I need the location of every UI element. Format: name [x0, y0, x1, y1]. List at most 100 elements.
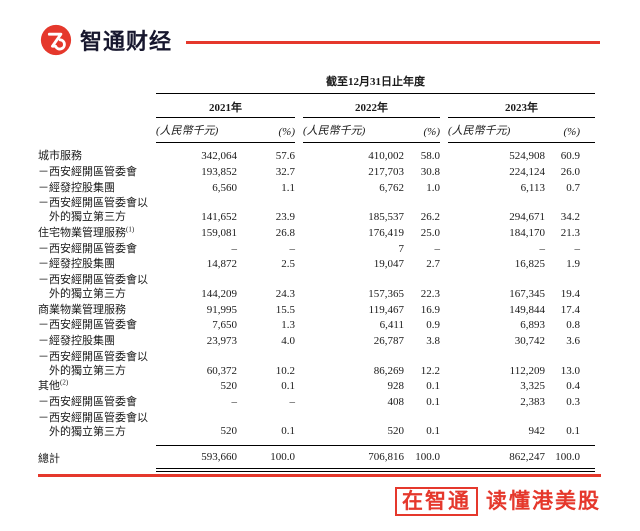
header-divider	[186, 40, 600, 44]
cell-value: –	[539, 242, 546, 255]
table-row: －西安經開區管委會 – – 7 – – –	[38, 242, 595, 258]
column-spacer	[580, 411, 595, 446]
cell-value: 0.1	[281, 425, 295, 437]
row-label: －西安經開區管委會	[38, 319, 137, 332]
cell-value: 593,660	[156, 444, 237, 472]
label-column-spacer	[38, 118, 156, 143]
cell-value: 2.7	[426, 258, 440, 271]
cell-value: 26.2	[420, 211, 440, 223]
column-spacer	[295, 118, 303, 143]
cell-value: 10.2	[275, 364, 295, 377]
cell-value: 706,816	[303, 444, 404, 472]
column-spacer	[440, 334, 448, 350]
cell-value: 19,047	[373, 258, 404, 271]
cell-value: 26.0	[560, 165, 580, 178]
cell-value: 57.6	[275, 150, 295, 162]
cell-value: 30,742	[514, 335, 545, 347]
row-label: 總計	[38, 452, 60, 465]
year-header-2022: 2022年	[303, 93, 440, 118]
cell-value: 167,345	[509, 287, 545, 300]
cell-value: 2.5	[281, 258, 295, 271]
cell-value: 0.8	[566, 319, 580, 332]
cell-value: 1.9	[566, 258, 580, 271]
footnote-marker: (2)	[60, 378, 69, 387]
column-spacer	[580, 181, 595, 197]
column-spacer	[295, 379, 303, 395]
row-label: －西安經開區管委會以外的獨立第三方	[38, 350, 148, 377]
column-spacer	[580, 226, 595, 242]
cell-value: 25.0	[420, 226, 440, 239]
cell-value: 149,844	[509, 303, 545, 316]
cell-value: 157,365	[368, 287, 404, 300]
column-spacer	[295, 444, 303, 472]
column-spacer	[580, 318, 595, 334]
brand-header: 智通财经	[0, 0, 640, 56]
percent-header: (%)	[545, 117, 595, 143]
column-spacer	[440, 303, 448, 319]
slogan: 在智通 读懂港美股	[38, 485, 601, 517]
column-spacer	[440, 196, 448, 226]
row-label: －西安經開區管委會以外的獨立第三方	[38, 274, 148, 300]
column-spacer	[580, 257, 595, 273]
cell-value: 23.9	[275, 211, 295, 223]
cell-value: 193,852	[201, 165, 237, 178]
column-spacer	[295, 273, 303, 303]
cell-value: 86,269	[373, 364, 404, 377]
cell-value: 520	[220, 380, 238, 393]
column-spacer	[580, 350, 595, 380]
table-row: －西安經開區管委會 7,650 1.3 6,411 0.9 6,893 0.8	[38, 318, 595, 334]
table-total-row: 總計 593,660 100.0 706,816 100.0 862,247 100.0	[38, 444, 595, 472]
cell-value: 22.3	[420, 287, 440, 300]
cell-value: 159,081	[201, 226, 237, 239]
cell-value: 32.7	[275, 165, 295, 178]
cell-value: 185,537	[368, 211, 404, 223]
financial-table: 截至12月31日止年度 2021年 2022年 2023年 (人民幣千元) (%…	[38, 72, 595, 472]
cell-value: 14,872	[206, 258, 237, 271]
column-spacer	[295, 165, 303, 181]
cell-value: 0.3	[566, 396, 580, 408]
unit-header: (人民幣千元)	[156, 117, 237, 143]
table-row: －西安經開區管委會 – – 408 0.1 2,383 0.3	[38, 395, 595, 411]
column-spacer	[295, 334, 303, 350]
unit-header: (人民幣千元)	[448, 117, 545, 143]
table-period-header: 截至12月31日止年度	[156, 72, 595, 94]
table-row: －經發控股集團 6,560 1.1 6,762 1.0 6,113 0.7	[38, 181, 595, 197]
column-spacer	[440, 318, 448, 334]
table-row: －經發控股集團 14,872 2.5 19,047 2.7 16,825 1.9	[38, 257, 595, 273]
cell-value: 21.3	[560, 226, 580, 239]
brand-logo: 智通财经	[40, 24, 172, 56]
cell-value: 7	[398, 242, 405, 255]
cell-value: 176,419	[368, 226, 404, 239]
column-spacer	[580, 379, 595, 395]
cell-value: 217,703	[368, 165, 404, 178]
column-spacer	[295, 257, 303, 273]
cell-value: 3.8	[426, 335, 440, 347]
cell-value: 58.0	[420, 150, 440, 162]
column-spacer	[440, 181, 448, 197]
column-spacer	[440, 273, 448, 303]
column-spacer	[440, 257, 448, 273]
column-spacer	[580, 303, 595, 319]
cell-value: 112,209	[509, 364, 545, 377]
column-spacer	[580, 196, 595, 226]
cell-value: 862,247	[448, 444, 545, 472]
cell-value: 4.0	[281, 335, 295, 347]
cell-value: 141,652	[201, 211, 237, 223]
row-label: －經發控股集團	[38, 258, 115, 271]
column-spacer	[440, 444, 448, 472]
footer-divider	[38, 474, 601, 477]
cell-value: 60.9	[560, 150, 580, 162]
column-spacer	[295, 411, 303, 446]
row-label: 住宅物業管理服務(1)	[38, 225, 135, 239]
cell-value: 1.1	[281, 181, 295, 194]
column-spacer	[295, 181, 303, 197]
cell-value: 0.1	[426, 396, 440, 408]
cell-value: –	[231, 396, 238, 408]
cell-value: 3.6	[566, 335, 580, 347]
cell-value: 0.4	[566, 380, 580, 393]
page: 智通财经 截至12月31日止年度 2021年 2022年	[0, 0, 640, 517]
column-spacer	[580, 165, 595, 181]
row-label: 商業物業管理服務	[38, 303, 126, 316]
brand-name: 智通财经	[80, 29, 173, 54]
cell-value: 408	[387, 396, 405, 408]
